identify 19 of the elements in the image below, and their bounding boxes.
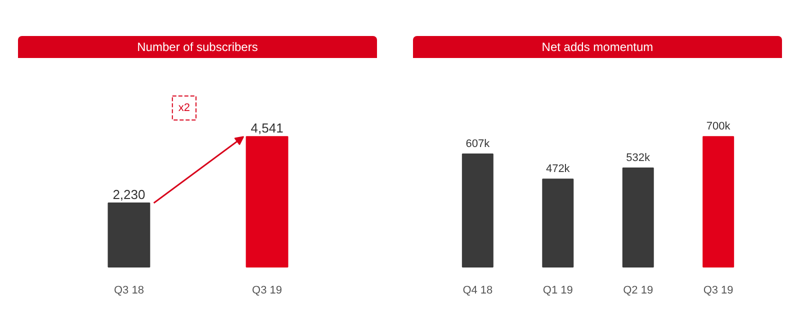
- x-tick-label: Q3 19: [252, 284, 282, 296]
- data-label: 532k: [626, 152, 651, 164]
- x-tick-label: Q3 18: [114, 284, 144, 296]
- data-label: 4,541: [250, 120, 284, 136]
- text: x2: [178, 102, 190, 114]
- data-label: 472k: [546, 163, 570, 176]
- x-tick-label: Q4 18: [462, 284, 493, 296]
- x-tick-label: Q2 19: [623, 284, 654, 296]
- bar: [622, 167, 654, 268]
- data-label: 2,230: [112, 186, 146, 202]
- data-label: 607k: [466, 138, 490, 150]
- data-label: 700k: [706, 120, 731, 133]
- chart-title: Number of subscribers: [137, 39, 258, 56]
- x-tick-label: Q3 19: [703, 284, 734, 296]
- chart-title: Net adds momentum: [542, 39, 654, 56]
- bar: [542, 178, 574, 268]
- x-tick-label: Q1 19: [542, 284, 573, 296]
- bar: [462, 153, 494, 268]
- bar: [702, 136, 734, 268]
